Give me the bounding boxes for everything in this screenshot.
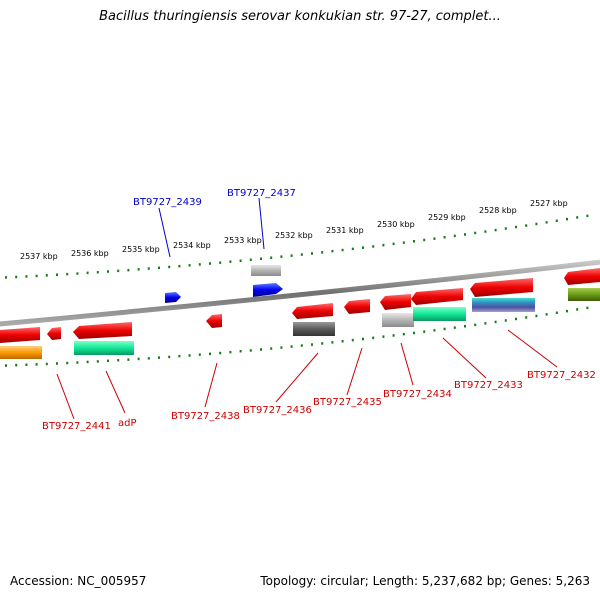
gene-red-forward[interactable] bbox=[564, 268, 600, 285]
gene-orange-reverse[interactable] bbox=[0, 346, 42, 359]
gene-green-reverse-1[interactable] bbox=[74, 341, 134, 355]
forward-genes bbox=[165, 265, 600, 303]
gene-label-BT9727_2438[interactable]: BT9727_2438 bbox=[171, 411, 240, 422]
kbp-label: 2531 kbp bbox=[326, 226, 364, 235]
kbp-label: 2535 kbp bbox=[122, 245, 160, 254]
top-kbp-scale bbox=[5, 214, 589, 279]
kbp-label: 2530 kbp bbox=[377, 220, 415, 229]
kbp-label: 2533 kbp bbox=[224, 236, 262, 245]
gene-green-reverse-2[interactable] bbox=[413, 307, 466, 321]
gene-gray-forward[interactable] bbox=[251, 265, 281, 276]
top-leader-lines bbox=[158, 197, 265, 258]
gene-olive-forward[interactable] bbox=[568, 288, 600, 301]
gene-striped-reverse[interactable] bbox=[472, 298, 535, 312]
gene-label-BT9727_2433[interactable]: BT9727_2433 bbox=[454, 380, 523, 391]
bottom-scale bbox=[5, 306, 589, 367]
kbp-label: 2527 kbp bbox=[530, 199, 568, 208]
gene-BT9727_2438[interactable] bbox=[206, 314, 222, 328]
gene-red-reverse[interactable] bbox=[0, 327, 40, 343]
gene-adP[interactable] bbox=[73, 322, 132, 339]
reverse-genes bbox=[0, 278, 535, 359]
map-title: Bacillus thuringiensis serovar konkukian… bbox=[99, 9, 501, 24]
gene-label-BT9727_2434[interactable]: BT9727_2434 bbox=[383, 389, 452, 400]
gene-BT9727_2434[interactable] bbox=[380, 294, 411, 310]
gene-label-BT9727_2432[interactable]: BT9727_2432 bbox=[527, 370, 596, 381]
kbp-label: 2537 kbp bbox=[20, 252, 58, 261]
gene-BT9727_2435[interactable] bbox=[344, 299, 370, 314]
kbp-label: 2536 kbp bbox=[71, 249, 109, 258]
gene-label-BT9727_2439[interactable]: BT9727_2439 bbox=[133, 197, 202, 208]
topology-text: Topology: circular; Length: 5,237,682 bp… bbox=[260, 574, 590, 588]
gene-BT9727_2441[interactable] bbox=[47, 327, 61, 340]
gene-BT9727_2439[interactable] bbox=[165, 292, 181, 303]
bottom-leader-lines bbox=[56, 329, 558, 420]
kbp-label: 2532 kbp bbox=[275, 231, 313, 240]
kbp-label: 2529 kbp bbox=[428, 213, 466, 222]
gene-label-BT9727_2437[interactable]: BT9727_2437 bbox=[227, 188, 296, 199]
gene-label-BT9727_2436[interactable]: BT9727_2436 bbox=[243, 405, 312, 416]
kbp-label: 2534 kbp bbox=[173, 241, 211, 250]
gene-label-BT9727_2441[interactable]: BT9727_2441 bbox=[42, 421, 111, 432]
gene-gray-light-reverse[interactable] bbox=[382, 313, 414, 327]
gene-label-adP[interactable]: adP bbox=[118, 418, 137, 429]
gene-BT9727_2432[interactable] bbox=[470, 278, 533, 297]
genome-backbone bbox=[0, 259, 600, 327]
gene-gray-reverse[interactable] bbox=[293, 322, 335, 336]
gene-BT9727_2437[interactable] bbox=[253, 283, 283, 297]
gene-BT9727_2433[interactable] bbox=[411, 288, 463, 305]
gene-BT9727_2436[interactable] bbox=[292, 303, 333, 319]
kbp-label: 2528 kbp bbox=[479, 206, 517, 215]
gene-label-BT9727_2435[interactable]: BT9727_2435 bbox=[313, 397, 382, 408]
accession-text: Accession: NC_005957 bbox=[10, 574, 147, 588]
